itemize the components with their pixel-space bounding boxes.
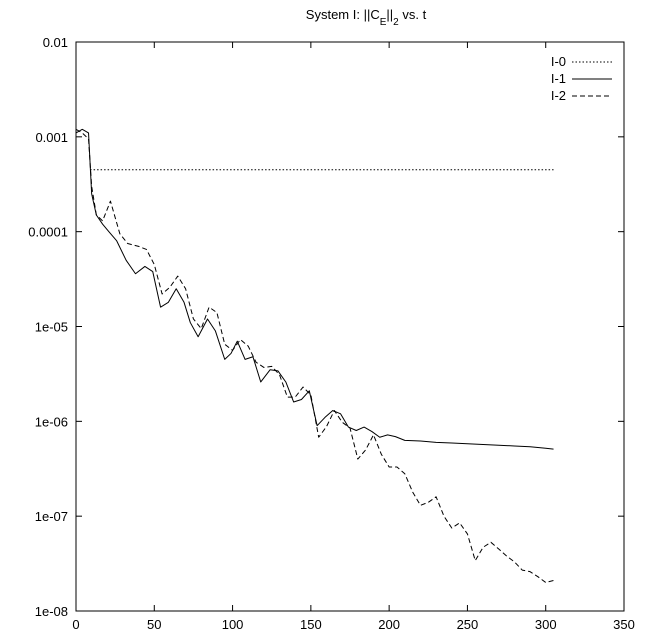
x-tick-label: 350 [613, 617, 635, 632]
x-tick-label: 250 [457, 617, 479, 632]
y-tick-label: 1e-08 [35, 604, 68, 619]
axis-ticks [75, 41, 625, 612]
x-tick-label: 300 [535, 617, 557, 632]
x-tick-label: 200 [378, 617, 400, 632]
series-line-i-1 [75, 128, 554, 450]
series-line-i-2 [75, 128, 554, 583]
y-tick-label: 0.01 [43, 35, 68, 50]
y-tick-label: 1e-06 [35, 414, 68, 429]
plot-area-frame [75, 41, 625, 612]
series-lines [75, 128, 554, 583]
legend: I-0 I-1 I-2 [551, 54, 612, 103]
x-tick-label: 150 [300, 617, 322, 632]
legend-label: I-1 [551, 71, 566, 86]
x-tick-label: 100 [222, 617, 244, 632]
legend-label: I-2 [551, 88, 566, 103]
x-tick-label: 50 [147, 617, 161, 632]
y-tick-label: 0.001 [35, 130, 68, 145]
y-tick-label: 1e-07 [35, 509, 68, 524]
y-tick-label: 0.0001 [28, 225, 68, 240]
legend-label: I-0 [551, 54, 566, 69]
axis-tick-labels: 0 50 100 150 200 250 300 350 1e-08 1e-07 1e-06 1e-0… [28, 35, 635, 632]
x-tick-label: 0 [72, 617, 79, 632]
chart-title: System I: ||CE||2 vs. t [306, 7, 427, 28]
y-tick-label: 1e-05 [35, 320, 68, 335]
